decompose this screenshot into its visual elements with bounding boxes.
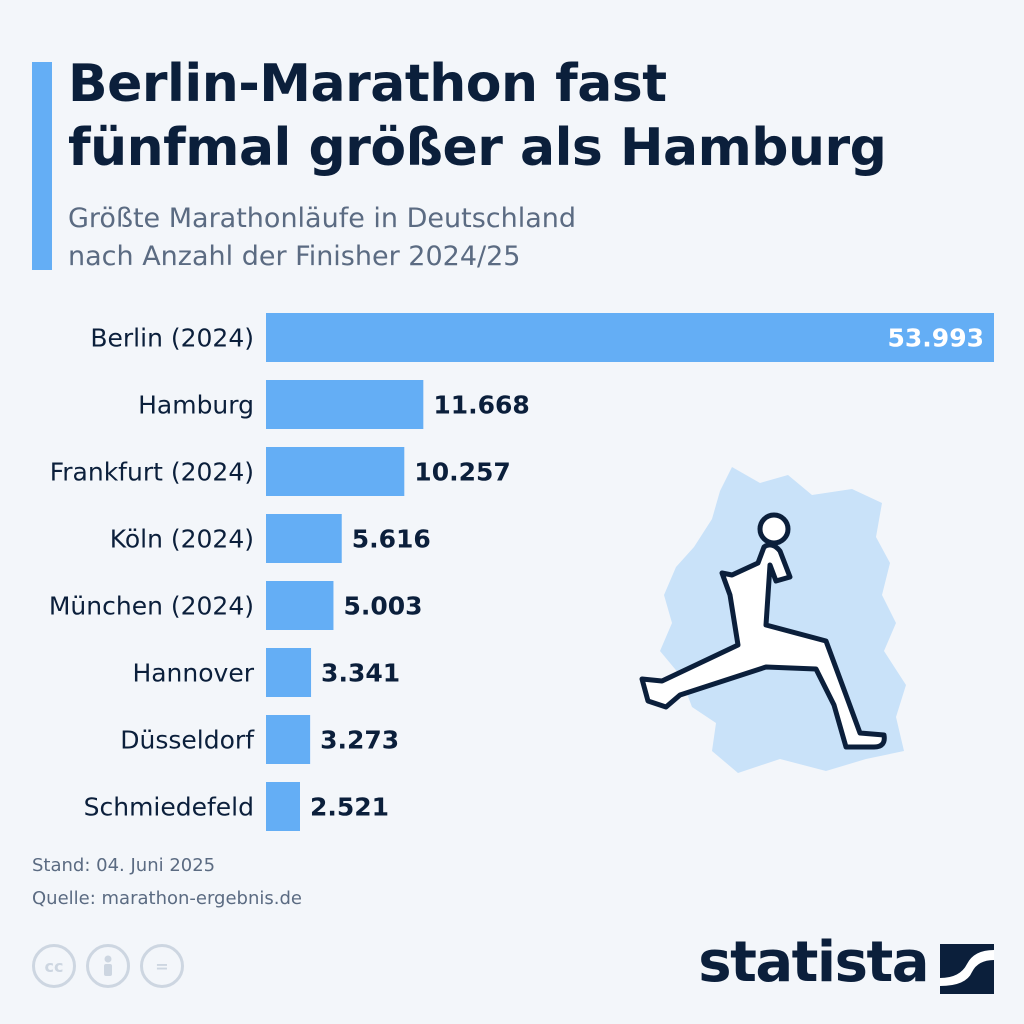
bar-chart: Berlin (2024) 53.993 Hamburg 11.668 Frankfur… bbox=[49, 313, 994, 831]
statista-logo-icon bbox=[940, 944, 994, 994]
value-label: 5.616 bbox=[352, 525, 431, 554]
value-label: 3.341 bbox=[321, 659, 400, 688]
source-note: Quelle: marathon-ergebnis.de bbox=[32, 888, 302, 909]
runner-over-germany-map-icon bbox=[639, 467, 906, 773]
bar[interactable] bbox=[266, 648, 312, 697]
value-label: 11.668 bbox=[433, 391, 529, 420]
chart-title: Berlin-Marathon fast fünfmal größer als … bbox=[68, 52, 968, 180]
no-derivatives-icon[interactable]: = bbox=[140, 944, 184, 988]
category-label: Frankfurt (2024) bbox=[50, 458, 254, 487]
bar[interactable] bbox=[266, 313, 994, 362]
value-label: 53.993 bbox=[888, 324, 984, 353]
statista-brand[interactable]: statista bbox=[698, 930, 929, 995]
category-label: München (2024) bbox=[49, 592, 254, 621]
chart-subtitle: Größte Marathonläufe in Deutschland nach… bbox=[68, 200, 968, 276]
bar[interactable] bbox=[266, 380, 424, 429]
chart-title-line-2: fünfmal größer als Hamburg bbox=[68, 118, 887, 178]
category-label: Köln (2024) bbox=[110, 525, 254, 554]
bar[interactable] bbox=[266, 447, 405, 496]
bar[interactable] bbox=[266, 782, 300, 831]
value-label: 10.257 bbox=[414, 458, 510, 487]
category-label: Düsseldorf bbox=[120, 726, 255, 755]
title-accent-bar bbox=[32, 62, 52, 270]
person-icon bbox=[104, 955, 112, 976]
category-label: Hannover bbox=[132, 659, 254, 688]
chart-subtitle-line-2: nach Anzahl der Finisher 2024/25 bbox=[68, 241, 521, 272]
bar[interactable] bbox=[266, 715, 311, 764]
category-label: Hamburg bbox=[138, 391, 254, 420]
value-label: 2.521 bbox=[310, 793, 389, 822]
bar[interactable] bbox=[266, 581, 334, 630]
cc-icon[interactable]: cc bbox=[32, 944, 76, 988]
value-label: 5.003 bbox=[343, 592, 422, 621]
attribution-icon[interactable] bbox=[86, 944, 130, 988]
chart-subtitle-line-1: Größte Marathonläufe in Deutschland bbox=[68, 203, 577, 234]
chart-title-line-1: Berlin-Marathon fast bbox=[68, 54, 667, 114]
runner-icon bbox=[639, 512, 887, 750]
category-label: Schmiedefeld bbox=[84, 793, 254, 822]
bar[interactable] bbox=[266, 514, 342, 563]
license-icons: cc = bbox=[32, 944, 184, 988]
value-label: 3.273 bbox=[320, 726, 399, 755]
date-note: Stand: 04. Juni 2025 bbox=[32, 855, 216, 876]
category-label: Berlin (2024) bbox=[90, 324, 254, 353]
